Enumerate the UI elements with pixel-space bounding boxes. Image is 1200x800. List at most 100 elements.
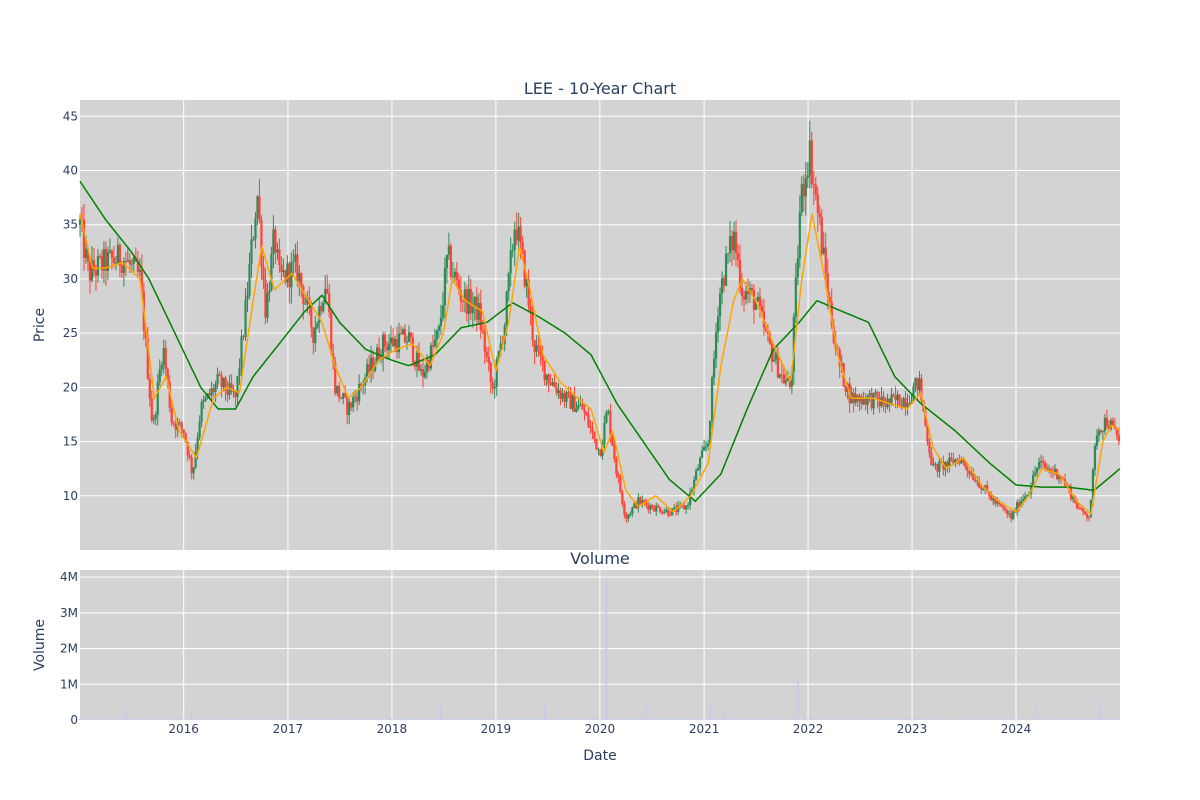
volume-bar	[1088, 719, 1090, 720]
volume-bar	[723, 711, 725, 720]
candle-body	[585, 412, 588, 416]
candle-body	[718, 293, 722, 317]
volume-bar	[1100, 718, 1102, 720]
volume-bar	[1080, 719, 1082, 720]
candle-body	[511, 250, 514, 251]
volume-bar	[1012, 718, 1015, 720]
volume-bar	[798, 719, 801, 720]
candle-body	[1115, 429, 1118, 436]
volume-bar	[679, 718, 682, 720]
candle-body	[316, 323, 319, 328]
candle-body	[194, 451, 197, 468]
candle-body	[226, 391, 229, 395]
volume-bar	[776, 719, 779, 720]
volume-bar	[432, 718, 434, 720]
volume-bar	[912, 718, 915, 720]
volume-bar	[647, 719, 650, 720]
volume-bar	[256, 718, 259, 720]
volume-bar	[978, 719, 981, 720]
candle-body	[144, 330, 147, 338]
candle-body	[531, 311, 534, 341]
volume-bar	[649, 719, 652, 720]
candle-body	[126, 260, 129, 262]
candle-body	[451, 276, 454, 278]
volume-bar	[150, 719, 153, 720]
volume-bar	[555, 719, 558, 720]
volume-bar	[741, 719, 743, 720]
volume-bar	[948, 719, 951, 720]
volume-bar	[788, 719, 791, 721]
volume-bar	[1098, 699, 1100, 720]
candle-body	[447, 245, 450, 255]
volume-bar	[109, 718, 111, 720]
volume-bar	[352, 719, 355, 720]
volume-bar	[595, 718, 598, 720]
volume-bar	[1018, 718, 1021, 720]
candle-body	[495, 359, 498, 388]
volume-bar	[763, 719, 765, 720]
volume-bar	[611, 718, 614, 720]
date-tick-label: 2019	[481, 722, 512, 736]
candle-body	[627, 515, 630, 519]
volume-bar	[818, 718, 821, 720]
candle-body	[543, 360, 546, 380]
candle-body	[874, 391, 877, 393]
candle-body	[579, 404, 582, 406]
volume-bar	[834, 719, 837, 720]
volume-bar	[527, 719, 530, 720]
candle-body	[776, 352, 779, 378]
candle-body	[796, 258, 799, 278]
candle-body	[657, 505, 660, 508]
candle-body	[950, 457, 953, 460]
volume-bar	[451, 718, 454, 720]
volume-bar	[627, 718, 630, 720]
volume-bar	[1042, 719, 1044, 721]
candle-body	[569, 392, 572, 409]
candle-body	[192, 467, 195, 474]
candle-body	[653, 508, 656, 512]
volume-bar	[902, 719, 905, 720]
volume-bar	[442, 718, 444, 720]
candle-body	[808, 140, 811, 176]
volume-bar	[1038, 718, 1041, 720]
candle-body	[270, 253, 273, 291]
volume-bar	[715, 718, 717, 720]
candle-body	[344, 393, 347, 397]
volume-bar	[659, 718, 662, 720]
volume-bar	[1084, 719, 1086, 720]
volume-bar	[350, 718, 353, 720]
volume-bar	[675, 718, 678, 720]
candle-body	[292, 261, 295, 263]
volume-bar	[986, 718, 989, 720]
volume-bar	[589, 718, 592, 720]
candle-body	[218, 374, 221, 376]
candle-body	[685, 506, 688, 510]
price-tick-label: 25	[63, 326, 78, 340]
volume-bar	[479, 718, 482, 720]
volume-bar	[731, 719, 733, 720]
volume-bar	[192, 718, 195, 720]
volume-bar	[655, 718, 658, 720]
volume-bar	[246, 716, 249, 720]
candle-body	[705, 445, 708, 448]
volume-bar	[354, 718, 357, 720]
volume-bar	[310, 719, 313, 720]
volume-bar	[465, 718, 468, 720]
volume-bar	[924, 719, 927, 721]
candle-body	[734, 231, 738, 254]
volume-bar	[236, 718, 239, 720]
volume-bar	[210, 719, 213, 720]
candle-body	[302, 286, 305, 305]
candle-body	[714, 332, 718, 359]
volume-bar	[475, 718, 478, 720]
volume-bar	[677, 719, 680, 720]
volume-bar	[992, 719, 995, 720]
candle-body	[248, 264, 251, 296]
candle-body	[78, 219, 82, 225]
candle-body	[996, 501, 999, 504]
volume-bar	[1010, 719, 1013, 720]
date-tick-label: 2022	[793, 722, 824, 736]
volume-bar	[156, 718, 159, 720]
volume-bar	[93, 719, 95, 720]
volume-bar	[378, 718, 380, 720]
